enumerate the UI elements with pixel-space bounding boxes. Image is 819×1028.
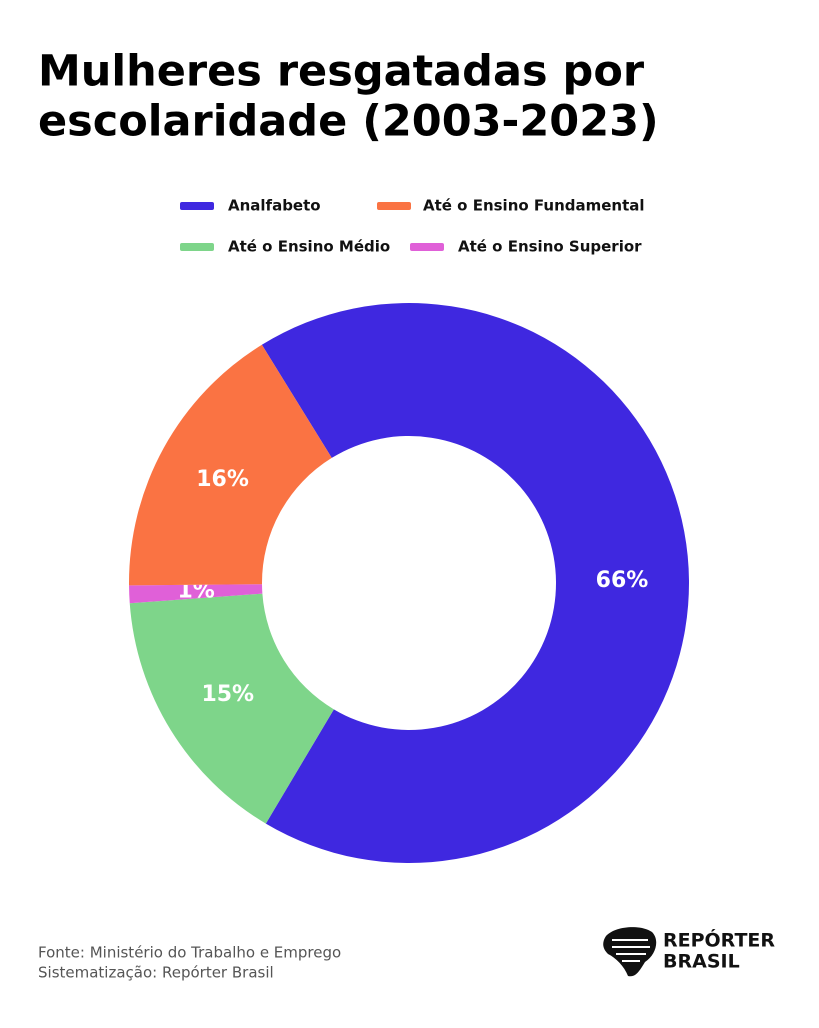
legend-label: Até o Ensino Médio xyxy=(228,238,390,256)
source-note: Fonte: Ministério do Trabalho e Emprego xyxy=(38,944,341,962)
source-note: Sistematização: Repórter Brasil xyxy=(38,964,274,982)
chart-title: escolaridade (2003-2023) xyxy=(38,97,659,147)
value-label: 16% xyxy=(196,467,249,492)
legend-swatch xyxy=(410,243,444,251)
donut-slice xyxy=(261,303,690,864)
logo-text: BRASIL xyxy=(663,951,740,973)
legend-swatch xyxy=(180,202,214,210)
value-label: 15% xyxy=(201,682,254,707)
donut-slice xyxy=(129,584,263,604)
chart-title: Mulheres resgatadas por xyxy=(38,47,645,97)
donut-slice xyxy=(129,593,334,824)
logo-text: REPÓRTER xyxy=(663,928,775,952)
legend-swatch xyxy=(377,202,411,210)
legend-label: Analfabeto xyxy=(228,197,321,215)
value-label: 66% xyxy=(596,568,649,593)
legend-swatch xyxy=(180,243,214,251)
logo-icon xyxy=(603,927,657,977)
legend-label: Até o Ensino Fundamental xyxy=(423,197,645,215)
legend-label: Até o Ensino Superior xyxy=(458,238,642,256)
donut-slice xyxy=(129,344,332,586)
